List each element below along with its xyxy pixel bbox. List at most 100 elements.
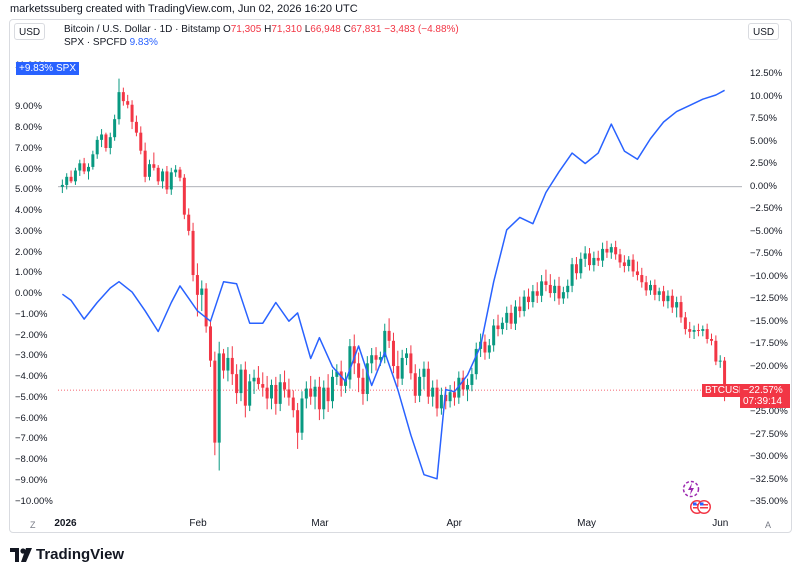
candle-body <box>635 271 639 276</box>
left-currency-button[interactable]: USD <box>14 23 46 40</box>
candle-body <box>627 259 631 267</box>
zoom-button[interactable]: Z <box>30 520 36 530</box>
candle-body <box>540 281 544 296</box>
right-axis-tick: 12.50% <box>750 68 783 80</box>
right-axis-tick: −20.00% <box>750 360 788 372</box>
candle-body <box>483 341 487 353</box>
candle-body <box>335 371 339 377</box>
candle-body <box>657 291 661 295</box>
lightning-icon[interactable] <box>682 480 700 503</box>
spx-legend-label[interactable]: SPX · SPCFD <box>64 37 127 48</box>
low-value: 66,948 <box>310 24 341 35</box>
candle-body <box>195 275 199 295</box>
candle-body <box>252 377 256 382</box>
candle-body <box>496 325 500 330</box>
candle-body <box>452 392 456 398</box>
candle-body <box>322 387 326 410</box>
spx-line <box>61 89 725 480</box>
candle-body <box>361 377 365 394</box>
candle-body <box>104 134 108 148</box>
candle-body <box>309 388 313 397</box>
brand-name: TradingView <box>36 546 125 563</box>
low-key: L <box>304 24 311 35</box>
us-flag-events-icon[interactable] <box>686 498 714 521</box>
candle-body <box>701 329 705 331</box>
candle-body <box>317 386 321 410</box>
candle-body <box>91 154 95 167</box>
x-axis-tick: Jun <box>712 518 729 529</box>
candle-body <box>304 388 308 399</box>
candle-body <box>400 357 404 379</box>
right-axis-tick: −12.50% <box>750 293 788 305</box>
left-axis-tick: −7.00% <box>15 433 48 445</box>
candle-body <box>670 295 674 308</box>
candle-body <box>409 353 413 374</box>
right-axis-tick: −15.00% <box>750 315 788 327</box>
candle-body <box>583 253 587 259</box>
candle-body <box>640 275 644 283</box>
candle-body <box>95 139 99 155</box>
candle-body <box>330 376 334 402</box>
candle-body <box>226 357 230 371</box>
candle-body <box>714 340 718 362</box>
candle-body <box>631 259 635 272</box>
candle-body <box>431 387 435 397</box>
right-axis-tick: 0.00% <box>750 180 777 192</box>
right-axis-tick: −25.00% <box>750 405 788 417</box>
symbol-description[interactable]: Bitcoin / U.S. Dollar · 1D · Bitstamp <box>64 24 221 35</box>
auto-scale-button[interactable]: A <box>765 520 772 530</box>
left-axis-tick: −9.00% <box>15 474 48 486</box>
candle-body <box>217 353 221 443</box>
candle-body <box>200 288 204 295</box>
right-axis-tick: −32.50% <box>750 473 788 485</box>
candle-body <box>222 353 226 371</box>
high-value: 71,310 <box>271 24 302 35</box>
candle-body <box>675 302 679 308</box>
candle-body <box>239 369 243 394</box>
candle-body <box>405 353 409 358</box>
close-key: C <box>343 24 351 35</box>
candle-body <box>461 377 465 390</box>
candle-body <box>531 291 535 303</box>
candle-body <box>649 284 653 291</box>
candle-body <box>723 360 727 391</box>
candle-body <box>561 292 565 299</box>
candle-body <box>352 346 356 364</box>
candle-body <box>535 291 539 296</box>
x-axis-tick: May <box>577 518 597 529</box>
candle-body <box>548 284 552 294</box>
candle-body <box>117 92 121 120</box>
right-currency-button[interactable]: USD <box>748 23 780 40</box>
candle-body <box>522 296 526 312</box>
candle-body <box>60 184 64 187</box>
bar-countdown-label: 07:39:14 <box>740 395 790 408</box>
candle-body <box>644 282 648 291</box>
candle-body <box>505 312 509 323</box>
candle-body <box>300 398 304 433</box>
left-axis-tick: 0.00% <box>15 288 42 300</box>
right-axis-tick: −10.00% <box>750 270 788 282</box>
candle-body <box>313 386 317 397</box>
candle-body <box>570 264 574 286</box>
candle-body <box>518 306 522 312</box>
right-axis-tick: 5.00% <box>750 135 777 147</box>
spx-pill-name: SPX <box>55 63 76 74</box>
open-key: O <box>222 24 231 35</box>
candle-body <box>100 134 104 140</box>
x-axis-tick: Mar <box>311 518 329 529</box>
spx-legend-value: 9.83% <box>129 37 158 48</box>
candle-body <box>274 384 278 404</box>
candle-body <box>165 171 169 190</box>
right-axis-tick: −5.00% <box>750 225 783 237</box>
btc-last-value-label: −22.57% <box>740 384 790 397</box>
candle-body <box>588 253 592 266</box>
candle-body <box>666 295 670 302</box>
candle-body <box>278 382 282 404</box>
candle-body <box>235 374 239 394</box>
candle-body <box>457 377 461 398</box>
left-axis-tick: 6.00% <box>15 163 42 175</box>
candle-body <box>553 285 557 294</box>
candle-body <box>326 387 330 402</box>
candle-body <box>65 176 69 185</box>
